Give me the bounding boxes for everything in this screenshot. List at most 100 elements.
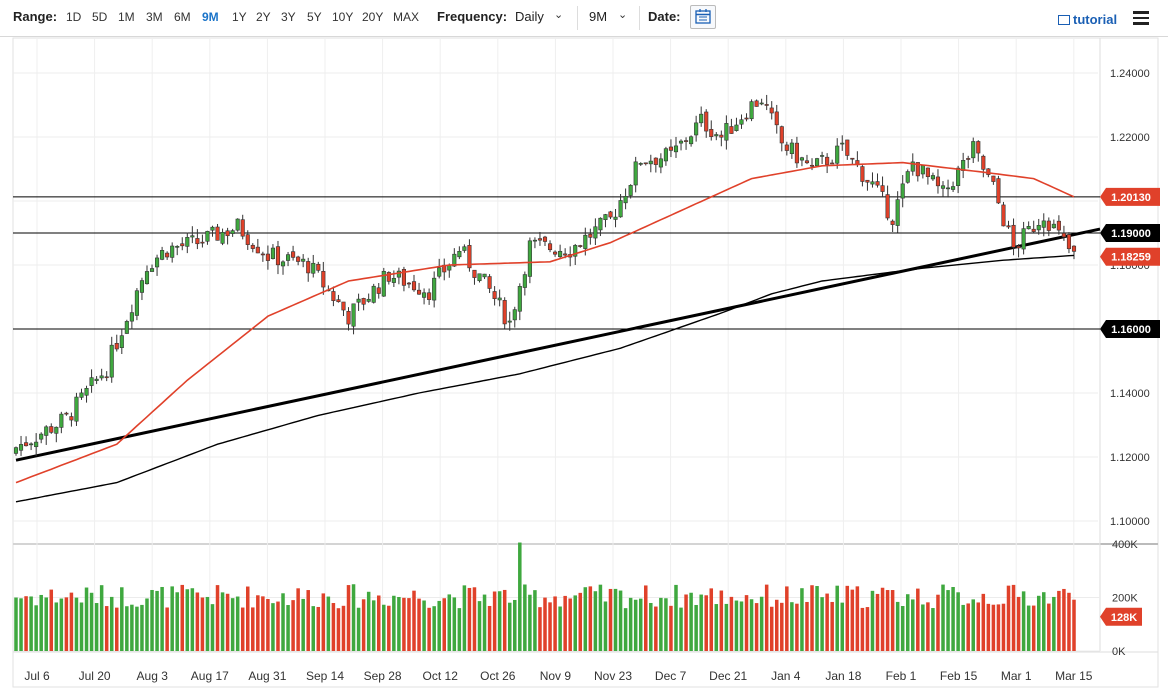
volume-bar [422,600,426,651]
volume-bar [316,606,321,651]
volume-bar [875,593,880,651]
candle-body [527,240,532,277]
volume-bar [366,591,371,651]
volume-bar [568,598,572,651]
price-tick-label: 1.10000 [1110,516,1150,528]
volume-tick-label: 200K [1112,593,1138,605]
candle-body [487,276,492,289]
volume-bar [654,606,658,651]
volume-bar [523,584,527,651]
range-5d-button[interactable]: 5D [92,10,108,24]
range-1y-button[interactable]: 1Y [232,10,247,24]
candle-body [1046,220,1051,231]
date-tick-label: Jul 20 [79,669,111,683]
candle-body [180,243,185,247]
volume-bar [754,603,759,651]
volume-bar [780,602,784,651]
volume-bar [331,603,336,651]
volume-bar [336,608,341,651]
candle-body [84,388,89,396]
volume-bar [618,590,623,651]
range-6m-button[interactable]: 6M [174,10,191,24]
candle-body [306,261,311,274]
price-chart[interactable]: 1.240001.220001.200001.180001.160001.140… [0,37,1168,688]
candle-body [165,252,170,258]
candle-body [789,142,794,154]
date-tick-label: Aug 31 [248,669,286,683]
volume-bar [845,585,850,651]
candle-body [734,124,739,131]
volume-bar [911,599,915,651]
candle-body [714,134,719,137]
candle-body [976,141,981,154]
range-9m-button[interactable]: 9M [202,10,219,24]
volume-bar [810,585,814,651]
candle-body [134,290,139,316]
frequency-select[interactable]: Daily [515,9,544,24]
range-3y-button[interactable]: 3Y [281,10,296,24]
candle-body [225,230,230,237]
volume-bar [64,597,69,651]
candle-body [39,433,44,440]
date-tick-label: Mar 15 [1055,669,1093,683]
range-5y-button[interactable]: 5Y [307,10,322,24]
volume-bar [1011,584,1016,651]
candle-body [24,442,29,447]
volume-bar [462,585,467,651]
volume-bar [533,590,537,651]
candle-body [467,245,472,269]
volume-tick-label: 0K [1112,646,1126,658]
volume-bar [306,590,310,651]
candle-body [99,375,104,379]
hamburger-menu-icon[interactable] [1133,11,1149,25]
range-2y-button[interactable]: 2Y [256,10,271,24]
candle-body [668,146,674,151]
volume-bar [1072,599,1076,651]
volume-bar [689,592,693,651]
volume-bar [865,607,870,651]
range-20y-button[interactable]: 20Y [362,10,384,24]
price-tag-label: 1.18259 [1111,252,1151,264]
chevron-down-icon[interactable]: ⌄ [618,9,628,21]
volume-tag-badge [1100,607,1142,626]
candle-body [678,140,684,144]
volume-bar [1016,596,1021,651]
range-max-button[interactable]: MAX [393,10,420,24]
volume-bar [961,604,965,651]
candle-body [74,396,79,422]
candle-body [245,234,250,245]
volume-bar [855,586,860,651]
volume-bar [885,590,890,651]
volume-bar [608,588,613,651]
volume-bar [699,594,703,651]
candle-body [598,217,603,231]
range-1m-button[interactable]: 1M [118,10,135,24]
ma200-line [15,254,1075,503]
tutorial-label: tutorial [1073,12,1118,27]
volume-bar [613,588,618,651]
volume-bar [160,586,164,651]
candle-body [719,134,724,138]
calendar-button[interactable] [690,5,716,29]
candle-body [89,377,94,386]
horizontal-levels [13,196,1100,330]
candle-body [1041,220,1046,228]
volume-bar [623,608,628,651]
range-10y-button[interactable]: 10Y [332,10,354,24]
range-1d-button[interactable]: 1D [66,10,82,24]
candle-body [820,155,825,157]
chevron-down-icon[interactable]: ⌄ [554,9,564,21]
candle-body [34,441,39,448]
period-select[interactable]: 9M [589,9,608,24]
volume-bar [800,588,804,651]
date-tick-label: Aug 17 [191,669,229,683]
volume-bar [528,594,532,651]
range-3m-button[interactable]: 3M [146,10,163,24]
volume-bar [155,590,159,651]
candle-body [840,142,845,145]
volume-bar [1052,596,1056,651]
date-tick-label: Dec 7 [655,669,687,683]
candle-body [966,158,971,160]
tutorial-link[interactable]: tutorial [1058,12,1117,27]
volume-bar [563,595,567,651]
